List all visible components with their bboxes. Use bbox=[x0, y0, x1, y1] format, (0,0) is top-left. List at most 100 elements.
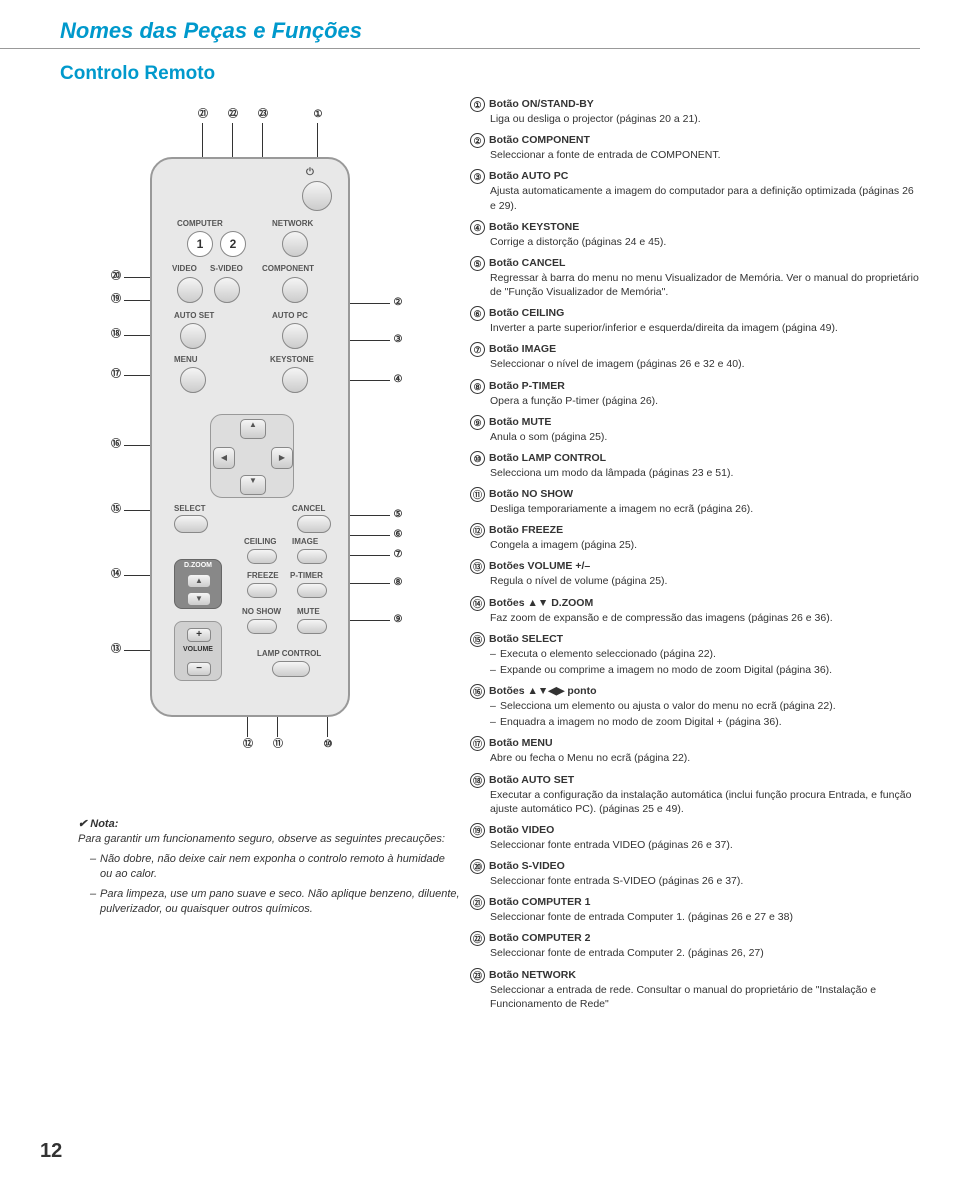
label-dzoom: D.ZOOM bbox=[184, 562, 212, 569]
item-number: ⑱ bbox=[470, 773, 485, 788]
video-button[interactable] bbox=[177, 277, 203, 303]
dpad-left[interactable]: ◀ bbox=[213, 447, 235, 469]
description-item: ⑨Botão MUTEAnula o som (página 25). bbox=[470, 415, 920, 444]
callout-9: ⑨ bbox=[390, 612, 406, 628]
callout-22: ㉒ bbox=[225, 107, 241, 123]
label-select: SELECT bbox=[174, 504, 206, 513]
svideo-button[interactable] bbox=[214, 277, 240, 303]
callout-5: ⑤ bbox=[390, 507, 406, 523]
item-number: ⑬ bbox=[470, 559, 485, 574]
callout-2: ② bbox=[390, 295, 406, 311]
item-title: Botão MUTE bbox=[489, 416, 551, 428]
dpad-up[interactable]: ▲ bbox=[240, 419, 266, 439]
item-desc: Regula o nível de volume (página 25). bbox=[490, 574, 920, 588]
callout-14: ⑭ bbox=[108, 567, 124, 583]
network-button[interactable] bbox=[282, 231, 308, 257]
callout-13: ⑬ bbox=[108, 642, 124, 658]
dpad-down[interactable]: ▼ bbox=[240, 475, 266, 495]
label-network: NETWORK bbox=[272, 219, 313, 228]
item-title: Botão AUTO PC bbox=[489, 170, 568, 182]
item-number: ⑮ bbox=[470, 632, 485, 647]
note-box: ✔ Nota: Para garantir um funcionamento s… bbox=[78, 817, 460, 917]
description-item: ⑦Botão IMAGESeleccionar o nível de image… bbox=[470, 342, 920, 371]
autoset-button[interactable] bbox=[180, 323, 206, 349]
ceiling-button[interactable] bbox=[247, 549, 277, 564]
label-component: COMPONENT bbox=[262, 264, 314, 273]
item-number: ⑲ bbox=[470, 823, 485, 838]
item-number: ③ bbox=[470, 169, 485, 184]
description-item: ⑫Botão FREEZECongela a imagem (página 25… bbox=[470, 523, 920, 552]
label-lampcontrol: LAMP CONTROL bbox=[257, 649, 321, 658]
computer1-button[interactable]: 1 bbox=[187, 231, 213, 257]
label-noshow: NO SHOW bbox=[242, 607, 281, 616]
callout-16: ⑯ bbox=[108, 437, 124, 453]
item-title: Botão COMPUTER 2 bbox=[489, 932, 591, 944]
power-icon: ⏻ bbox=[306, 167, 314, 178]
callout-7: ⑦ bbox=[390, 547, 406, 563]
item-desc: Seleccionar o nível de imagem (páginas 2… bbox=[490, 357, 920, 371]
item-number: ⑯ bbox=[470, 684, 485, 699]
item-title: Botão NO SHOW bbox=[489, 488, 573, 500]
item-desc: Liga ou desliga o projector (páginas 20 … bbox=[490, 112, 920, 126]
computer2-button[interactable]: 2 bbox=[220, 231, 246, 257]
note-intro: Para garantir um funcionamento seguro, o… bbox=[78, 832, 460, 847]
mute-button[interactable] bbox=[297, 619, 327, 634]
dpad-right[interactable]: ▶ bbox=[271, 447, 293, 469]
menu-button[interactable] bbox=[180, 367, 206, 393]
description-item: ⑧Botão P-TIMEROpera a função P-timer (pá… bbox=[470, 379, 920, 408]
item-title: Botão IMAGE bbox=[489, 343, 556, 355]
volume-panel: + VOLUME − bbox=[174, 621, 222, 681]
autopc-button[interactable] bbox=[282, 323, 308, 349]
item-title: Botão NETWORK bbox=[489, 969, 576, 981]
item-number: ② bbox=[470, 133, 485, 148]
image-button[interactable] bbox=[297, 549, 327, 564]
cancel-button[interactable] bbox=[297, 515, 331, 533]
item-desc: Anula o som (página 25). bbox=[490, 430, 920, 444]
volume-down[interactable]: − bbox=[187, 662, 211, 676]
item-title: Botão COMPUTER 1 bbox=[489, 896, 591, 908]
item-desc: Inverter a parte superior/inferior e esq… bbox=[490, 321, 920, 335]
item-desc: Abre ou fecha o Menu no ecrã (página 22)… bbox=[490, 751, 920, 765]
label-video: VIDEO bbox=[172, 264, 197, 273]
item-number: ⑰ bbox=[470, 736, 485, 751]
callout-15: ⑮ bbox=[108, 502, 124, 518]
label-volume: VOLUME bbox=[175, 646, 221, 653]
description-item: ⑯ Botões ▲▼◀▶ ponto Selecciona um elemento… bbox=[470, 684, 920, 729]
label-computer: COMPUTER bbox=[177, 219, 223, 228]
description-item: ⑥Botão CEILINGInverter a parte superior/… bbox=[470, 306, 920, 335]
dzoom-up[interactable]: ▲ bbox=[187, 574, 211, 588]
item-title: Botão CEILING bbox=[489, 307, 564, 319]
item-title: Botão ON/STAND-BY bbox=[489, 98, 594, 110]
item-number: ⑪ bbox=[470, 487, 485, 502]
select-button[interactable] bbox=[174, 515, 208, 533]
volume-up[interactable]: + bbox=[187, 628, 211, 642]
lampcontrol-button[interactable] bbox=[272, 661, 310, 677]
item-desc: Seleccionar fonte entrada VIDEO (páginas… bbox=[490, 838, 920, 852]
item-number: ⑩ bbox=[470, 451, 485, 466]
item-number: ⑭ bbox=[470, 596, 485, 611]
noshow-button[interactable] bbox=[247, 619, 277, 634]
component-button[interactable] bbox=[282, 277, 308, 303]
callout-3: ③ bbox=[390, 332, 406, 348]
item-desc: Seleccionar fonte de entrada Computer 1.… bbox=[490, 910, 920, 924]
ptimer-button[interactable] bbox=[297, 583, 327, 598]
dzoom-down[interactable]: ▼ bbox=[187, 592, 211, 606]
item-title: Botão SELECT bbox=[489, 633, 563, 645]
description-item: ⑲Botão VIDEOSeleccionar fonte entrada VI… bbox=[470, 823, 920, 852]
power-button[interactable] bbox=[302, 181, 332, 211]
item-title: Botões ▲▼ D.ZOOM bbox=[489, 597, 593, 609]
item-title: Botão KEYSTONE bbox=[489, 221, 579, 233]
keystone-button[interactable] bbox=[282, 367, 308, 393]
item-title: Botões ▲▼◀▶ ponto bbox=[489, 685, 597, 697]
item-number: ⑳ bbox=[470, 859, 485, 874]
description-item: ②Botão COMPONENTSeleccionar a fonte de e… bbox=[470, 133, 920, 162]
callout-12: ⑫ bbox=[240, 737, 256, 753]
item-title: Botões VOLUME +/– bbox=[489, 560, 590, 572]
item-desc: Regressar à barra do menu no menu Visual… bbox=[490, 271, 920, 299]
item-subitem: Selecciona um elemento ou ajusta o valor… bbox=[490, 699, 920, 713]
item-desc: Faz zoom de expansão e de compressão das… bbox=[490, 611, 920, 625]
item-number: ① bbox=[470, 97, 485, 112]
callout-4: ④ bbox=[390, 372, 406, 388]
note-heading: ✔ Nota: bbox=[78, 817, 460, 832]
freeze-button[interactable] bbox=[247, 583, 277, 598]
